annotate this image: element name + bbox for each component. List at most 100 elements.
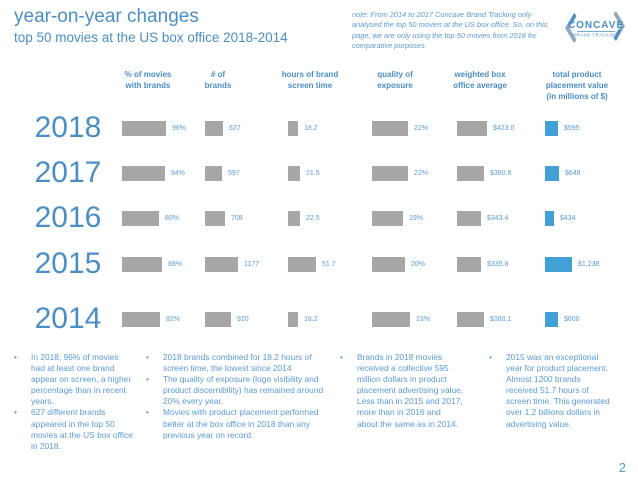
column-header: hours of brand screen time xyxy=(281,70,339,90)
bullet-marker-icon: • xyxy=(146,352,149,362)
metric-bar xyxy=(122,211,159,226)
bullet-item: • The quality of exposure (logo visibilit… xyxy=(146,374,326,407)
bar-value-label: 88% xyxy=(168,261,183,268)
bullet-item: • 627 different brands appeared in the to… xyxy=(14,407,134,451)
bullet-marker-icon: • xyxy=(146,374,149,385)
bar-value-label: 96% xyxy=(172,125,187,132)
bar-value-label: 94% xyxy=(171,170,186,177)
bar-value-label: 18.2 xyxy=(304,125,318,132)
bullet-item: • Movies with product placement performed… xyxy=(146,407,326,440)
bar-value-label: $335.8 xyxy=(487,261,509,268)
bullet-text: 2018 brands combined for 18.2 hours of s… xyxy=(163,352,312,374)
page-title: year-on-year changes xyxy=(14,6,199,27)
bar-value-label: 597 xyxy=(228,170,240,177)
bar-value-label: 22% xyxy=(414,170,429,177)
bullet-text: In 2018, 96% of movies had at least one … xyxy=(31,352,132,407)
bar-value-label: $648 xyxy=(565,170,581,177)
metric-bar xyxy=(372,257,405,272)
bar-value-label: 20% xyxy=(411,261,426,268)
bullet-text: Movies with product placement performed … xyxy=(163,407,319,440)
metric-bar xyxy=(122,312,160,327)
bar-value-label: 920 xyxy=(237,316,249,323)
metric-bar xyxy=(545,257,572,272)
logo-right-chevron-accent-icon xyxy=(613,30,621,41)
bar-value-label: 21.5 xyxy=(306,170,320,177)
metric-bar xyxy=(288,257,316,272)
bar-value-label: $343.4 xyxy=(487,215,509,222)
metric-bar xyxy=(457,312,484,327)
metric-bar xyxy=(205,257,238,272)
bullet-marker-icon: • xyxy=(14,352,17,362)
logo-left-chevron-accent-icon xyxy=(569,13,577,24)
bullet-marker-icon: • xyxy=(489,352,492,362)
metric-bar xyxy=(288,166,300,181)
bar-value-label: 708 xyxy=(231,215,243,222)
metric-bar xyxy=(122,257,162,272)
metric-bar xyxy=(545,121,558,136)
column-header: weighted box office average xyxy=(453,70,507,90)
page-subtitle: top 50 movies at the US box office 2018-… xyxy=(14,30,288,45)
bar-value-label: 1177 xyxy=(244,261,260,268)
column-header: % of movies with brands xyxy=(124,70,172,90)
metric-bar xyxy=(372,312,410,327)
logo-wordmark: CONCAVE xyxy=(568,20,624,31)
bullet-marker-icon: • xyxy=(14,407,17,418)
metric-bar xyxy=(457,166,484,181)
bar-value-label: $595 xyxy=(564,125,580,132)
metric-bar xyxy=(457,211,481,226)
bullet-item: • 2015 was an exceptional year for produc… xyxy=(489,352,611,430)
metric-bar xyxy=(372,121,408,136)
bullet-list: • 2015 was an exceptional year for produc… xyxy=(489,352,611,430)
bullet-item: • Brands in 2018 movies received a collec… xyxy=(340,352,464,430)
bar-value-label: $434 xyxy=(560,215,576,222)
bar-value-label: 19% xyxy=(409,215,424,222)
bar-value-label: 18.2 xyxy=(304,316,318,323)
year-label: 2014 xyxy=(34,302,102,335)
bar-value-label: 22% xyxy=(414,125,429,132)
bar-value-label: $380.8 xyxy=(490,170,512,177)
note-text: note: From 2014 to 2017 Concave Brand Tr… xyxy=(352,10,548,51)
bullet-text: The quality of exposure (logo visibility… xyxy=(163,374,324,407)
bar-value-label: $423.0 xyxy=(493,125,515,132)
bullet-marker-icon: • xyxy=(340,352,343,362)
page-number: 2 xyxy=(618,460,626,475)
logo-tagline: BRAND TRACKING xyxy=(573,33,619,38)
concave-brand-tracking-logo: CONCAVE BRAND TRACKING xyxy=(565,11,625,43)
bar-value-label: $380.1 xyxy=(490,316,512,323)
metric-bar xyxy=(205,211,225,226)
metric-bar xyxy=(288,312,298,327)
bullet-list: • 2018 brands combined for 18.2 hours of … xyxy=(146,352,326,441)
year-label: 2015 xyxy=(34,247,102,280)
bullet-item: • In 2018, 96% of movies had at least one… xyxy=(14,352,134,407)
column-header: # of brands xyxy=(204,70,232,90)
metric-bar xyxy=(457,121,487,136)
bullet-text: 627 different brands appeared in the top… xyxy=(31,407,133,451)
metric-bar xyxy=(205,312,231,327)
metric-bar xyxy=(205,121,223,136)
bar-value-label: 51.7 xyxy=(322,261,336,268)
metric-bar xyxy=(122,121,166,136)
column-header: total product placement value (in millions… xyxy=(545,70,609,101)
bar-value-label: $600 xyxy=(564,316,580,323)
bullet-text: Brands in 2018 movies received a collect… xyxy=(357,352,464,429)
bar-value-label: $1,238 xyxy=(578,261,600,268)
bullet-marker-icon: • xyxy=(146,407,149,418)
metric-bar xyxy=(122,166,165,181)
year-label: 2017 xyxy=(34,156,102,189)
bar-value-label: 627 xyxy=(229,125,241,132)
metric-bar xyxy=(457,257,481,272)
bullet-item: • 2018 brands combined for 18.2 hours of … xyxy=(146,352,326,374)
bar-value-label: 82% xyxy=(166,316,181,323)
metric-bar xyxy=(545,312,558,327)
metric-bar xyxy=(205,166,222,181)
column-header: quality of exposure xyxy=(377,70,413,90)
metric-bar xyxy=(288,121,298,136)
metric-bar xyxy=(372,211,403,226)
bar-value-label: 22.5 xyxy=(306,215,320,222)
bar-value-label: 23% xyxy=(416,316,431,323)
year-label: 2016 xyxy=(34,201,102,234)
bullet-list: • Brands in 2018 movies received a collec… xyxy=(340,352,464,430)
year-label: 2018 xyxy=(34,111,102,144)
metric-bar xyxy=(288,211,300,226)
